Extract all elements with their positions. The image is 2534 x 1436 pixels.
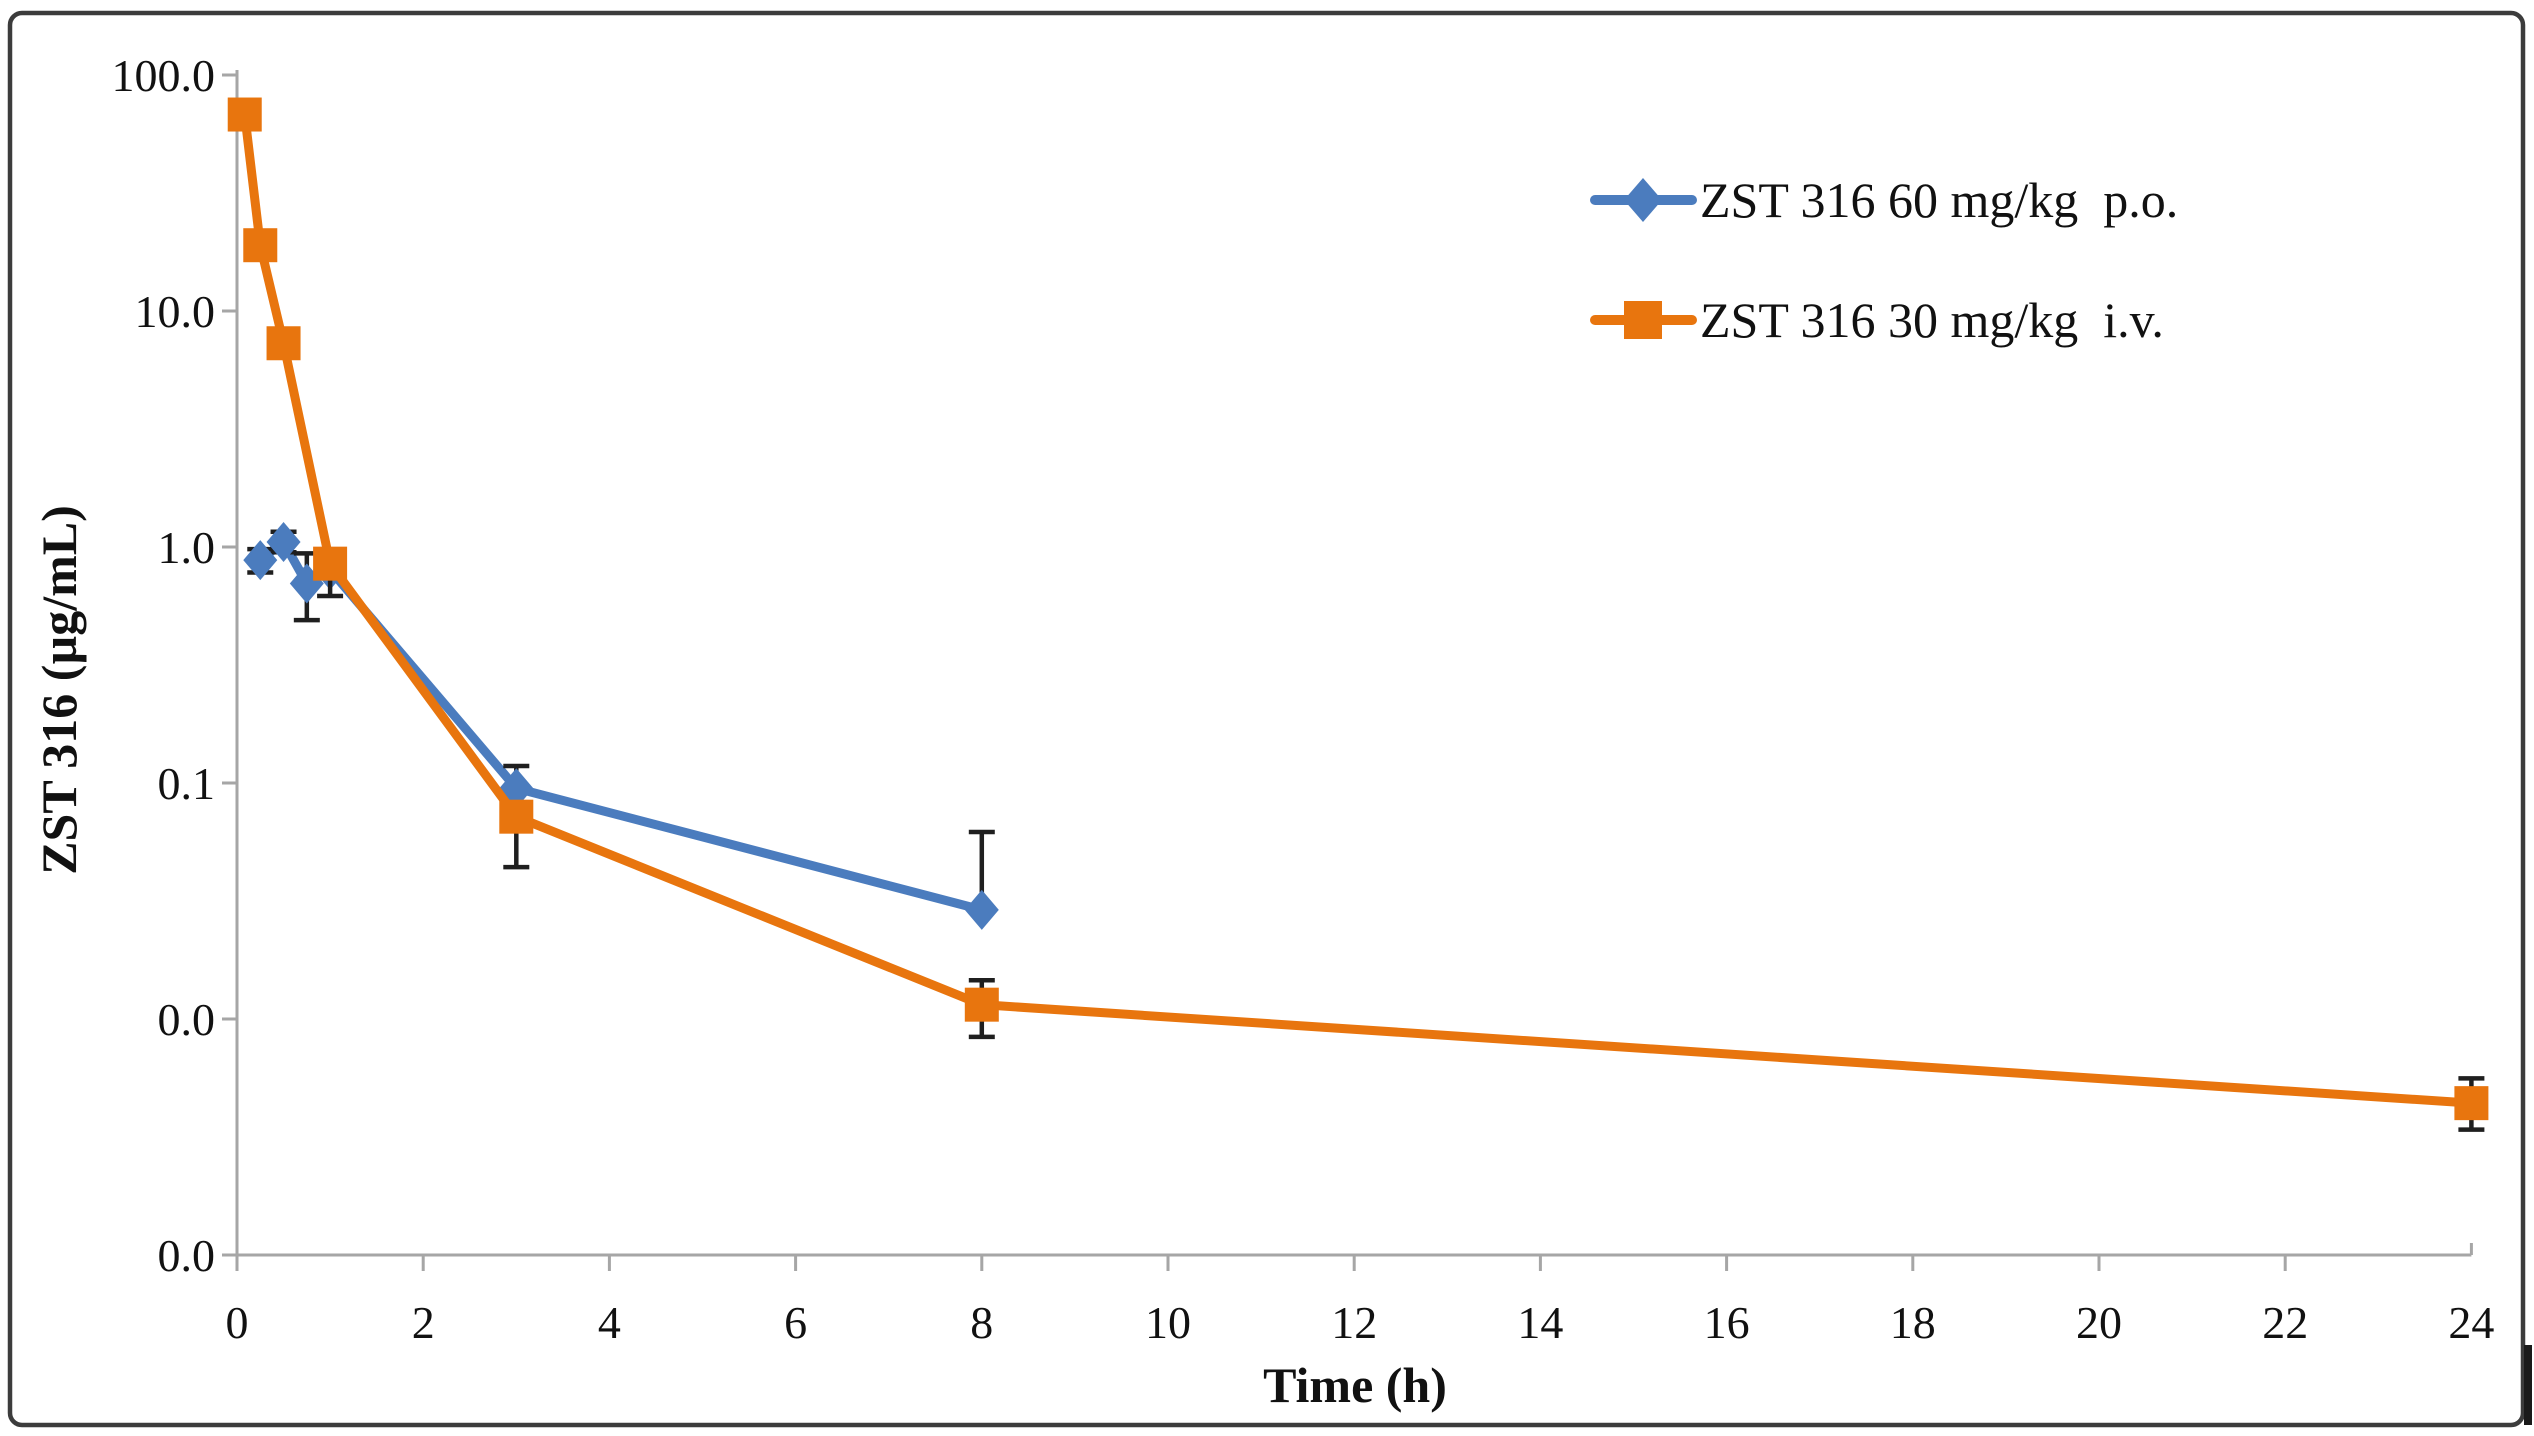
legend-marker [1624, 178, 1662, 222]
x-tick-label: 10 [1145, 1297, 1191, 1348]
series-layer [227, 97, 2489, 1132]
data-point-marker [227, 97, 262, 132]
data-point-marker [266, 521, 301, 562]
axes: 100.010.01.00.10.00.00 2 4 6 8 10 12 14 16 18 20 22… [112, 50, 2495, 1348]
y-tick-label: 10.0 [135, 286, 216, 337]
data-point-marker [499, 799, 534, 834]
legend-entry-intravenous: ZST 316 30 mg/kg i.v. [1590, 292, 2164, 348]
x-tick-label: 24 [2448, 1297, 2494, 1348]
data-point-marker [313, 546, 348, 581]
data-point-marker [2454, 1086, 2489, 1121]
legend-label: ZST 316 30 mg/kg i.v. [1700, 292, 2164, 348]
data-point-marker [964, 889, 999, 930]
x-axis-title: Time (h) [1263, 1357, 1447, 1413]
edge-artifact-mark [2524, 1345, 2532, 1425]
legend-entry-oral: ZST 316 60 mg/kg p.o. [1590, 172, 2178, 228]
y-tick-label: 100.0 [112, 50, 216, 101]
x-tick-label: 22 [2262, 1297, 2308, 1348]
y-tick-label: 1.0 [158, 522, 216, 573]
x-tick-label: 16 [1704, 1297, 1750, 1348]
legend-label: ZST 316 60 mg/kg p.o. [1700, 172, 2178, 228]
x-tick-label: 4 [598, 1297, 621, 1348]
chart-frame [7, 10, 2526, 1428]
series-intravenous [227, 97, 2489, 1132]
data-point-marker [964, 987, 999, 1022]
y-axis-title: ZST 316 (µg/mL) [31, 505, 87, 875]
y-tick-label: 0.0 [158, 1230, 216, 1281]
y-tick-label: 0.0 [158, 994, 216, 1045]
legend: ZST 316 60 mg/kg p.o. ZST 316 30 mg/kg i.… [1590, 172, 2178, 348]
data-point-marker [243, 540, 278, 581]
x-tick-label: 8 [970, 1297, 993, 1348]
x-tick-label: 20 [2076, 1297, 2122, 1348]
x-tick-label: 2 [412, 1297, 435, 1348]
x-tick-label: 12 [1331, 1297, 1377, 1348]
data-point-marker [243, 228, 278, 263]
x-tick-label: 18 [1890, 1297, 1936, 1348]
x-tick-label: 14 [1517, 1297, 1563, 1348]
y-tick-label: 0.1 [158, 758, 216, 809]
x-tick-label: 6 [784, 1297, 807, 1348]
x-tick-label: 0 [226, 1297, 249, 1348]
legend-marker [1624, 301, 1662, 339]
data-point-marker [266, 326, 301, 361]
